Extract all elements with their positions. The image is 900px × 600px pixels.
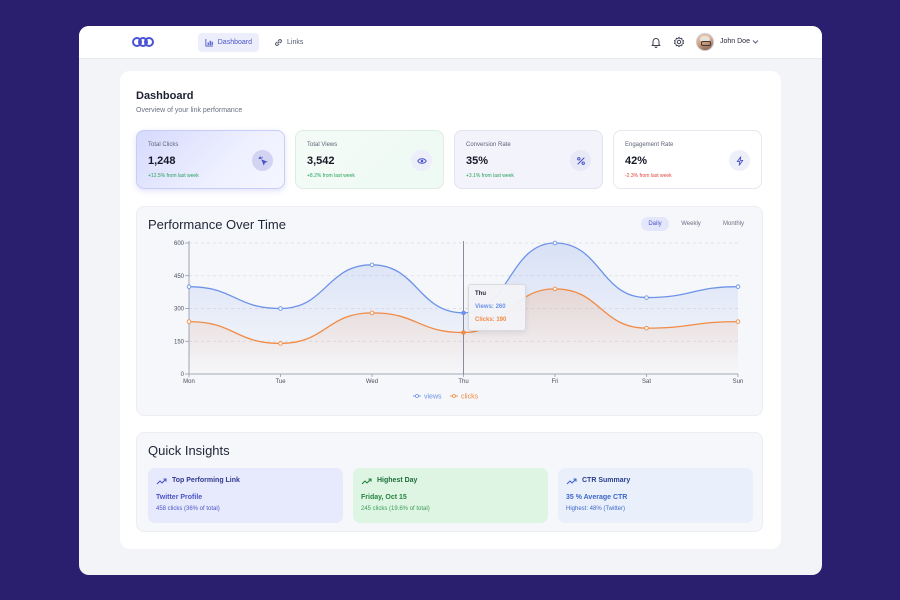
stat-label: Engagement Rate — [625, 142, 674, 148]
range-weekly-button[interactable]: Weekly — [681, 221, 701, 227]
point-views — [186, 284, 192, 289]
x-tick-label: Tue — [275, 379, 286, 385]
stat-value: 3,542 — [307, 155, 335, 167]
stat-change: +12.5% from last week — [148, 173, 199, 179]
insight-card-highest-day[interactable]: Highest Day Friday, Oct 15 245 clicks (1… — [353, 468, 548, 523]
point-views — [735, 284, 741, 289]
stat-value: 35% — [466, 155, 489, 167]
legend-marker-views — [415, 394, 419, 398]
insight-main: Twitter Profile — [156, 494, 203, 501]
y-tick-label: 300 — [174, 307, 185, 313]
point-clicks — [552, 286, 558, 292]
trending-up-icon — [361, 478, 372, 485]
point-clicks — [644, 325, 649, 331]
point-views — [461, 310, 466, 316]
tab-dashboard[interactable]: Dashboard — [198, 33, 259, 52]
point-clicks — [278, 341, 283, 346]
point-clicks — [369, 310, 375, 316]
stat-icon-wrap — [411, 150, 432, 171]
link-icon — [275, 39, 282, 46]
stat-change: +8.2% from last week — [307, 173, 355, 179]
insight-heading: Top Performing Link — [172, 477, 240, 484]
point-views — [278, 306, 283, 311]
x-tick-label: Sun — [733, 379, 744, 385]
page-subtitle: Overview of your link performance — [136, 107, 243, 114]
cursor-click-icon — [258, 156, 268, 166]
x-tick-label: Wed — [366, 379, 378, 385]
quick-insights-panel: Quick Insights Top Performing Link Twitt… — [136, 432, 763, 532]
insight-sub: 245 clicks (19.6% of total) — [361, 506, 430, 512]
eye-icon — [416, 157, 427, 164]
y-tick-label: 450 — [174, 274, 185, 280]
performance-panel: Performance Over Time Daily Weekly Month… — [136, 206, 763, 416]
top-nav: Dashboard Links John Doe — [79, 26, 822, 59]
lightning-icon — [736, 155, 743, 166]
point-clicks — [461, 330, 466, 335]
legend-marker-clicks — [452, 394, 456, 398]
stat-change: -2.3% from last week — [625, 173, 672, 179]
insight-heading: CTR Summary — [582, 477, 631, 484]
legend-label-views: views — [424, 394, 442, 401]
legend-label-clicks: clicks — [461, 394, 479, 401]
insight-sub: Highest: 48% (Twitter) — [566, 506, 626, 512]
x-tick-label: Fri — [552, 379, 559, 385]
user-name[interactable]: John Doe — [720, 38, 750, 45]
stat-card-conversion-rate[interactable]: Conversion Rate 35% +3.1% from last week — [454, 130, 603, 189]
brand-logo-icon[interactable] — [132, 35, 154, 49]
insights-title: Quick Insights — [148, 443, 230, 458]
stat-value: 1,248 — [148, 155, 176, 167]
stat-icon-wrap — [729, 150, 750, 171]
insight-card-top-link[interactable]: Top Performing Link Twitter Profile 458 … — [148, 468, 343, 523]
bar-chart-icon — [205, 39, 213, 47]
dashboard-content: Dashboard Overview of your link performa… — [120, 71, 781, 549]
trending-up-icon — [566, 478, 577, 485]
insight-main: Friday, Oct 15 — [361, 494, 407, 501]
chevron-down-icon[interactable] — [751, 37, 760, 46]
stat-label: Total Clicks — [148, 142, 179, 148]
stat-value: 42% — [625, 155, 648, 167]
range-monthly-button[interactable]: Monthly — [722, 221, 744, 227]
stat-icon-wrap — [252, 150, 273, 171]
stat-label: Total Views — [307, 142, 338, 148]
stat-card-total-clicks[interactable]: Total Clicks 1,248 +12.5% from last week — [136, 130, 285, 189]
app-window: Dashboard Links John Doe — [79, 26, 822, 575]
avatar[interactable] — [696, 33, 714, 51]
performance-title: Performance Over Time — [148, 217, 286, 232]
tab-links[interactable]: Links — [267, 33, 310, 52]
point-clicks — [735, 319, 741, 324]
x-tick-label: Thu — [458, 379, 468, 385]
stat-icon-wrap — [570, 150, 591, 171]
series-area-clicks — [189, 288, 738, 374]
percent-icon — [576, 156, 585, 165]
stat-label: Conversion Rate — [466, 142, 511, 148]
bell-icon[interactable] — [650, 36, 662, 48]
tooltip-views: Views: 260 — [475, 304, 506, 310]
point-views — [552, 240, 558, 246]
point-views — [644, 295, 649, 300]
trending-up-icon — [156, 478, 167, 485]
range-daily-button[interactable]: Daily — [641, 217, 669, 231]
gear-icon[interactable] — [673, 36, 685, 48]
y-tick-label: 150 — [174, 339, 185, 345]
chart-tooltip: Thu Views: 260 Clicks: 190 — [468, 284, 526, 331]
y-tick-label: 600 — [174, 241, 185, 247]
stat-card-total-views[interactable]: Total Views 3,542 +8.2% from last week — [295, 130, 444, 189]
insight-sub: 458 clicks (36% of total) — [156, 506, 220, 512]
point-clicks — [186, 319, 192, 324]
insight-main: 35 % Average CTR — [566, 494, 628, 501]
page-title: Dashboard — [136, 90, 194, 102]
tooltip-day: Thu — [475, 291, 486, 297]
y-tick-label: 0 — [181, 372, 185, 378]
point-views — [369, 262, 375, 268]
x-tick-label: Sat — [642, 379, 651, 385]
insight-card-ctr-summary[interactable]: CTR Summary 35 % Average CTR Highest: 48… — [558, 468, 753, 523]
stat-card-engagement-rate[interactable]: Engagement Rate 42% -2.3% from last week — [613, 130, 762, 189]
stat-change: +3.1% from last week — [466, 173, 514, 179]
performance-line-chart[interactable]: 0 150 300 450 600 Mon Tue Wed Thu Fri Sat Sun views… — [137, 207, 764, 417]
tab-links-label: Links — [287, 39, 304, 46]
tab-dashboard-label: Dashboard — [217, 39, 252, 46]
x-tick-label: Mon — [183, 379, 195, 385]
insight-heading: Highest Day — [377, 477, 418, 484]
tooltip-clicks: Clicks: 190 — [475, 317, 507, 323]
